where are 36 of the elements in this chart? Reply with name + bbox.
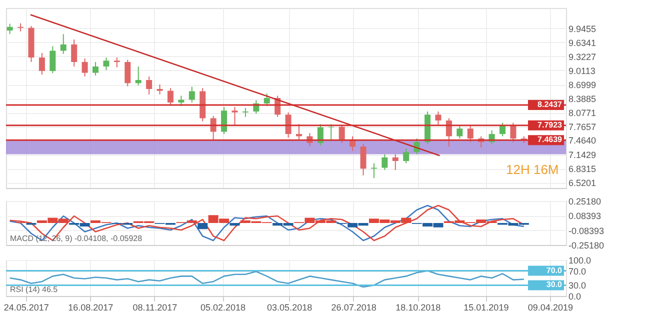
ref-line-label: 30.0 xyxy=(546,280,563,290)
y-tick-label: 70.0 xyxy=(568,266,586,276)
ref-line-label: 70.0 xyxy=(546,266,563,275)
y-tick-label: 100.0 xyxy=(568,256,592,266)
y-tick-label: 7.4640 xyxy=(568,136,596,146)
x-tick-label: 09.04.2019 xyxy=(528,302,573,312)
y-tick-label: 9.9455 xyxy=(568,24,596,34)
y-tick-label: 6.5201 xyxy=(568,178,596,188)
y-tick-label: 9.3227 xyxy=(568,52,596,62)
y-tick-label: -0.25180 xyxy=(568,240,604,250)
y-tick-label: 0.0 xyxy=(568,292,582,302)
y-tick-label: 30.0 xyxy=(568,280,586,291)
x-tick-label: 05.02.2018 xyxy=(200,302,246,312)
y-tick-label: 7.7657 xyxy=(568,122,596,132)
y-tick-label: 6.8315 xyxy=(568,164,596,174)
y-tick-label: -0.08393 xyxy=(568,226,604,236)
x-tick-label: 18.10.2018 xyxy=(396,302,441,312)
x-tick-label: 03.05.2018 xyxy=(267,302,312,312)
x-tick-label: 26.07.2018 xyxy=(331,302,376,312)
ref-line-label: 8.2437 xyxy=(538,100,563,110)
y-tick-label: 9.6341 xyxy=(568,38,596,48)
ref-line-label: 7.7923 xyxy=(538,120,563,130)
ref-line-label: 7.4639 xyxy=(538,135,563,144)
y-tick-label: 9.0113 xyxy=(568,66,596,76)
y-tick-label: 7.1429 xyxy=(568,150,596,160)
x-tick-label: 15.01.2019 xyxy=(464,302,509,312)
annotation: 12H 16M xyxy=(506,162,559,177)
y-tick-label: 0.25180 xyxy=(568,196,602,206)
annotation: RSI (14) 46.5 xyxy=(10,285,58,294)
y-tick-label: 8.3885 xyxy=(568,94,596,104)
x-tick-label: 16.08.2017 xyxy=(68,302,114,312)
x-tick-label: 24.05.2017 xyxy=(4,302,49,312)
x-tick-label: 08.11.2017 xyxy=(132,302,178,312)
y-tick-label: 0.08393 xyxy=(568,211,602,222)
y-tick-label: 8.0771 xyxy=(568,108,596,118)
y-tick-label: 8.6999 xyxy=(568,80,596,90)
